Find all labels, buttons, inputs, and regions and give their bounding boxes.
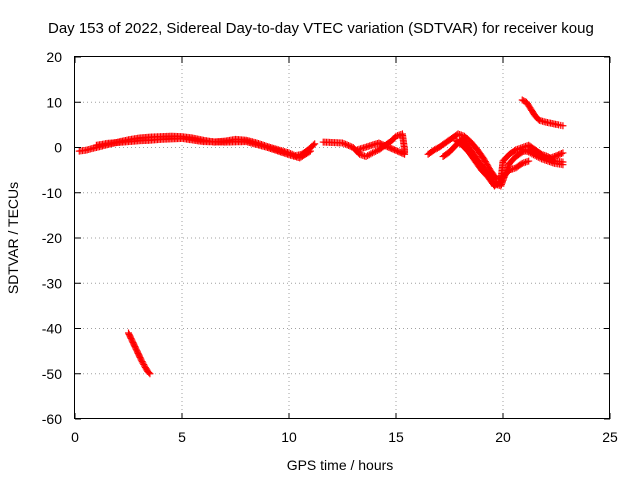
data-point (509, 148, 517, 156)
y-tick-label: -10 (42, 185, 62, 201)
data-point (443, 150, 451, 158)
data-point (136, 353, 144, 361)
data-point (557, 121, 565, 129)
data-point (126, 333, 134, 341)
data-point (516, 161, 524, 169)
data-point (432, 145, 440, 153)
chart-title: Day 153 of 2022, Sidereal Day-to-day VTE… (48, 20, 594, 37)
y-axis-label: SDTVAR / TECUs (5, 182, 21, 294)
data-point (308, 142, 316, 150)
data-point (529, 151, 537, 159)
data-point (445, 136, 453, 144)
data-point (340, 140, 348, 148)
y-tick-label: 0 (54, 140, 62, 156)
data-point (482, 171, 490, 179)
data-point (534, 153, 542, 161)
data-point (535, 148, 543, 156)
x-tick-label: 10 (281, 429, 297, 445)
data-point (463, 146, 471, 154)
x-axis-label: GPS time / hours (287, 457, 394, 473)
series-track-low-outlier (125, 329, 154, 378)
data-point (342, 140, 350, 148)
x-tick-label: 15 (388, 429, 404, 445)
data-point (542, 157, 550, 165)
data-point (133, 347, 141, 355)
data-point (139, 359, 147, 367)
data-point (525, 102, 533, 110)
y-tick-label: 20 (46, 49, 62, 65)
data-point (372, 147, 380, 155)
data-point (80, 146, 88, 154)
data-point (439, 141, 447, 149)
data-point (540, 118, 548, 126)
grid (75, 57, 610, 419)
data-point (365, 151, 373, 159)
y-tick-label: -60 (42, 411, 62, 427)
data-point (523, 158, 531, 166)
data-point (346, 142, 354, 150)
x-tick-label: 5 (178, 429, 186, 445)
data-point (503, 153, 511, 161)
data-point (520, 97, 528, 105)
data-points (75, 96, 567, 378)
data-point (556, 150, 564, 158)
data-point (146, 370, 154, 378)
data-point (456, 139, 464, 147)
data-point (528, 150, 536, 158)
data-point (478, 152, 486, 160)
data-point (557, 160, 565, 168)
data-point (549, 159, 557, 167)
data-point (469, 154, 477, 162)
series-track-late-high (518, 96, 567, 130)
data-point (337, 139, 345, 147)
data-point (390, 134, 398, 142)
data-point (523, 147, 531, 155)
series-track-afternoon-a (424, 130, 533, 183)
y-tick-label: -30 (42, 275, 62, 291)
data-point (378, 140, 386, 148)
data-point (304, 149, 312, 157)
data-point (305, 148, 313, 156)
data-point (355, 145, 363, 153)
data-point (130, 340, 138, 348)
data-point (142, 365, 150, 373)
data-point (145, 369, 153, 377)
data-point (471, 143, 479, 151)
y-tick-label: -50 (42, 366, 62, 382)
data-point (309, 141, 317, 149)
x-tick-label: 25 (602, 429, 618, 445)
y-tick-label: -20 (42, 230, 62, 246)
data-point (138, 358, 146, 366)
data-point (450, 144, 458, 151)
series-track-midday-scatter (319, 130, 409, 161)
series-track-main-early-b (92, 134, 314, 162)
data-point (557, 150, 565, 158)
data-point (476, 164, 484, 172)
y-tick-label: 10 (46, 94, 62, 110)
x-tick-label: 20 (495, 429, 511, 445)
x-tick-label: 0 (71, 429, 79, 445)
data-point (345, 142, 353, 150)
data-point (536, 154, 544, 162)
y-tick-label: -40 (42, 321, 62, 337)
data-point (343, 141, 351, 149)
data-point (428, 148, 436, 156)
data-point (262, 143, 270, 151)
data-point (485, 163, 493, 171)
axis-ticks: 0 5 10 15 20 25 -60 -50 -40 -30 -20 -10 0 10 20 (42, 49, 618, 445)
data-point (529, 144, 537, 152)
data-point (529, 109, 537, 117)
data-point (516, 150, 524, 158)
data-point (367, 150, 375, 158)
series-track-afternoon-d (518, 146, 567, 169)
data-point (370, 148, 378, 156)
data-point (510, 155, 518, 163)
data-point (284, 150, 292, 158)
data-point (533, 152, 541, 160)
data-point (547, 119, 555, 127)
data-point (553, 121, 561, 129)
data-point (533, 114, 541, 122)
